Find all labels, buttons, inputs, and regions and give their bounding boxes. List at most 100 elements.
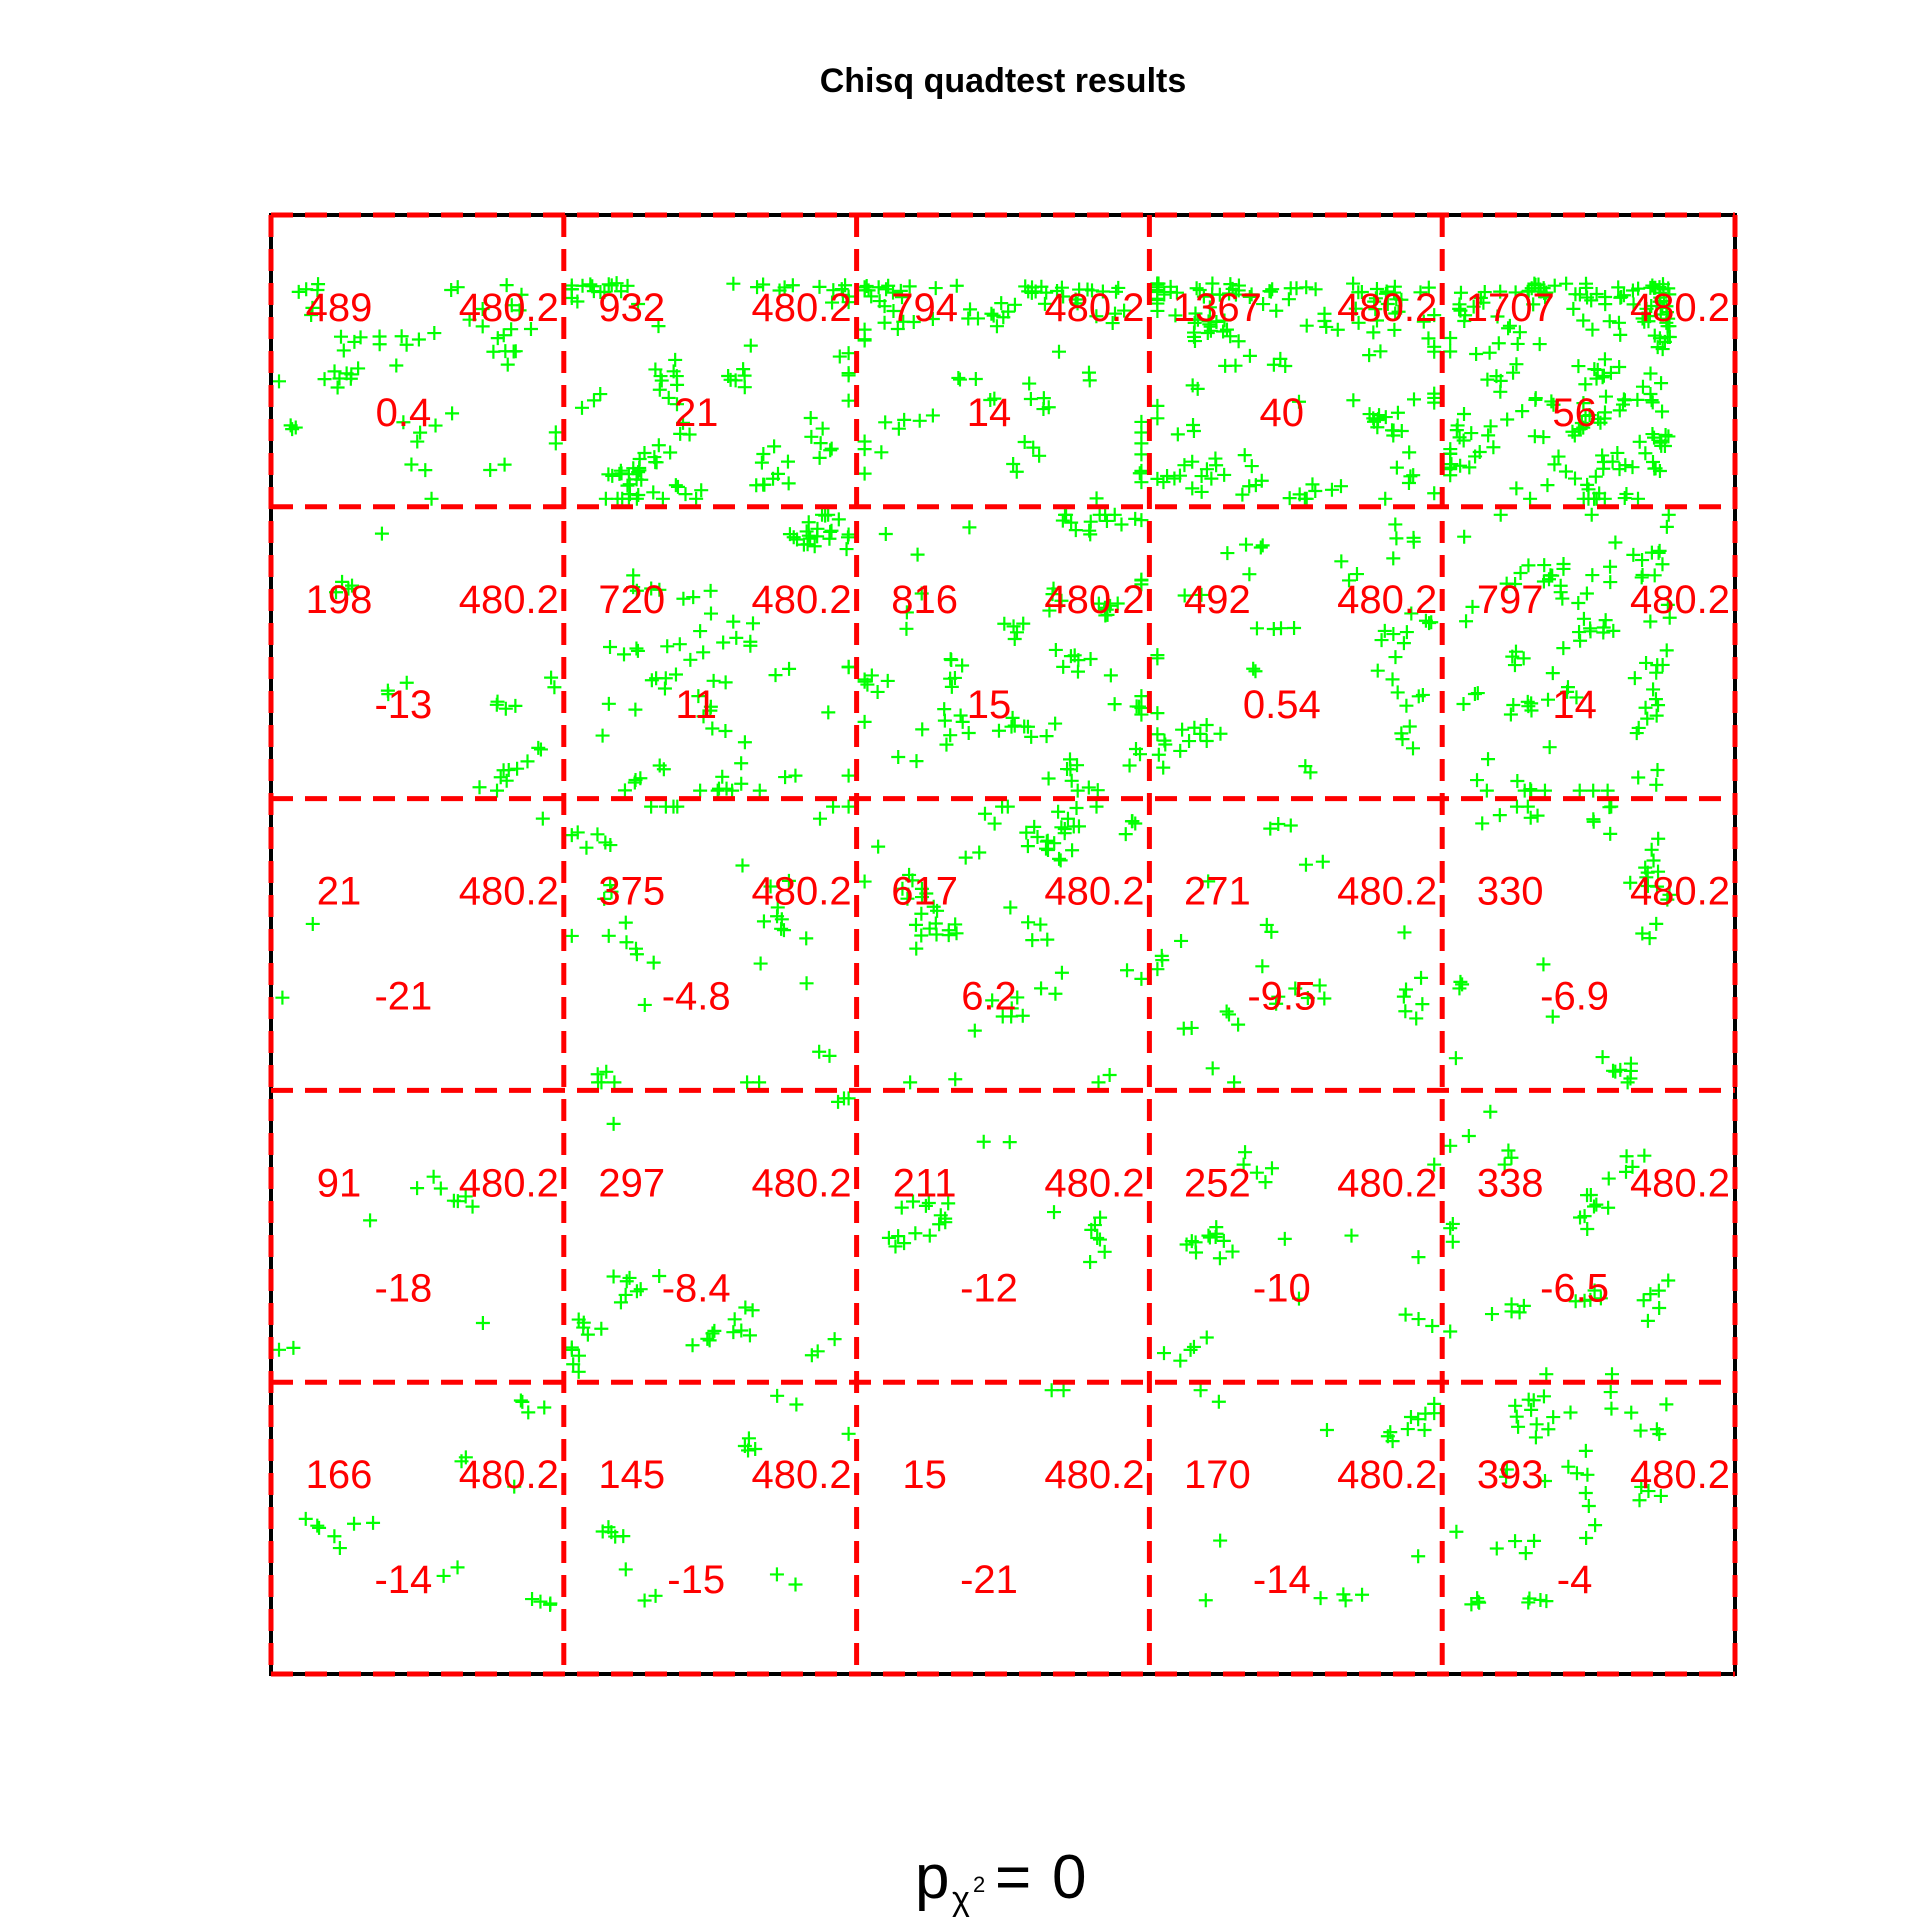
data-point <box>1271 989 1286 1004</box>
data-point <box>983 392 998 407</box>
data-point <box>1313 1591 1328 1606</box>
data-point <box>1406 468 1421 483</box>
data-point <box>1568 471 1583 486</box>
data-point <box>1227 1075 1242 1090</box>
data-point <box>1537 1473 1552 1488</box>
data-point <box>1273 351 1288 366</box>
data-point <box>912 413 927 428</box>
data-point <box>1521 558 1536 573</box>
cell-residual: -12 <box>960 1266 1018 1310</box>
data-point <box>985 993 1000 1008</box>
data-point <box>1198 1593 1213 1608</box>
data-point <box>1083 1254 1098 1269</box>
data-point <box>1644 842 1659 857</box>
data-point <box>1151 747 1166 762</box>
data-point <box>1378 410 1393 425</box>
data-point <box>1202 300 1217 315</box>
data-point <box>1175 722 1190 737</box>
data-point <box>841 346 856 361</box>
data-point <box>878 527 893 542</box>
data-point <box>1513 565 1528 580</box>
data-point <box>504 298 519 313</box>
data-point <box>1470 773 1485 788</box>
data-point <box>1194 587 1209 602</box>
data-point <box>872 294 887 309</box>
data-point <box>1653 290 1668 305</box>
data-point <box>603 878 618 893</box>
data-point <box>1631 720 1646 735</box>
cell-expected-count: 480.2 <box>752 578 852 622</box>
data-point <box>1248 478 1263 493</box>
data-point <box>446 1193 461 1208</box>
data-point <box>598 491 613 506</box>
data-point <box>987 816 1002 831</box>
data-point <box>1089 799 1104 814</box>
data-point <box>962 520 977 535</box>
data-point <box>1199 1330 1214 1345</box>
data-point <box>906 315 921 330</box>
data-point <box>1092 1232 1107 1247</box>
data-point <box>1650 763 1665 778</box>
data-point <box>1385 1434 1400 1449</box>
data-point <box>864 668 879 683</box>
cell-observed-count: 375 <box>598 870 665 914</box>
data-point <box>768 668 783 683</box>
data-point <box>347 1516 362 1531</box>
data-point <box>570 294 585 309</box>
data-point <box>841 660 856 675</box>
data-point <box>1023 391 1038 406</box>
data-point <box>1150 962 1165 977</box>
data-point <box>1370 420 1385 435</box>
data-point <box>1566 301 1581 316</box>
data-point <box>813 811 828 826</box>
data-point <box>593 284 608 299</box>
data-point <box>1082 523 1097 538</box>
data-point <box>1556 561 1571 576</box>
data-point <box>1659 519 1674 534</box>
data-point <box>1192 283 1207 298</box>
data-point <box>1643 366 1658 381</box>
data-point <box>1553 585 1568 600</box>
data-point <box>1378 491 1393 506</box>
data-point <box>1659 1397 1674 1412</box>
data-point <box>1586 812 1601 827</box>
data-point <box>1651 1283 1666 1298</box>
data-point <box>1348 301 1363 316</box>
cell-residual: 40 <box>1260 391 1305 435</box>
data-point <box>1132 466 1147 481</box>
data-point <box>788 768 803 783</box>
data-point <box>1466 299 1481 314</box>
data-point <box>1508 1534 1523 1549</box>
data-point <box>1319 319 1334 334</box>
data-point <box>510 761 525 776</box>
data-point <box>914 586 929 601</box>
data-point <box>914 906 929 921</box>
cell-observed-count: 198 <box>306 578 373 622</box>
data-point <box>631 465 646 480</box>
data-point <box>288 420 303 435</box>
data-point <box>1568 1294 1583 1309</box>
data-point <box>1626 547 1641 562</box>
data-point <box>1265 282 1280 297</box>
data-point <box>570 825 585 840</box>
data-point <box>1503 707 1518 722</box>
data-point <box>1399 625 1414 640</box>
data-point <box>444 282 459 297</box>
data-point <box>1058 507 1072 522</box>
data-point <box>533 1594 548 1609</box>
data-point <box>327 364 342 379</box>
data-point <box>1560 680 1575 695</box>
data-point <box>1103 668 1118 683</box>
data-point <box>705 721 720 736</box>
data-point <box>330 380 345 395</box>
data-point <box>1305 477 1320 492</box>
data-point <box>836 1091 851 1106</box>
data-point <box>1150 303 1165 318</box>
data-point <box>1006 456 1021 471</box>
data-point <box>703 606 718 621</box>
cell-expected-count: 480.2 <box>459 870 559 914</box>
data-point <box>1039 729 1054 744</box>
data-point <box>1517 783 1532 798</box>
data-point <box>655 491 670 506</box>
data-point <box>604 884 619 899</box>
